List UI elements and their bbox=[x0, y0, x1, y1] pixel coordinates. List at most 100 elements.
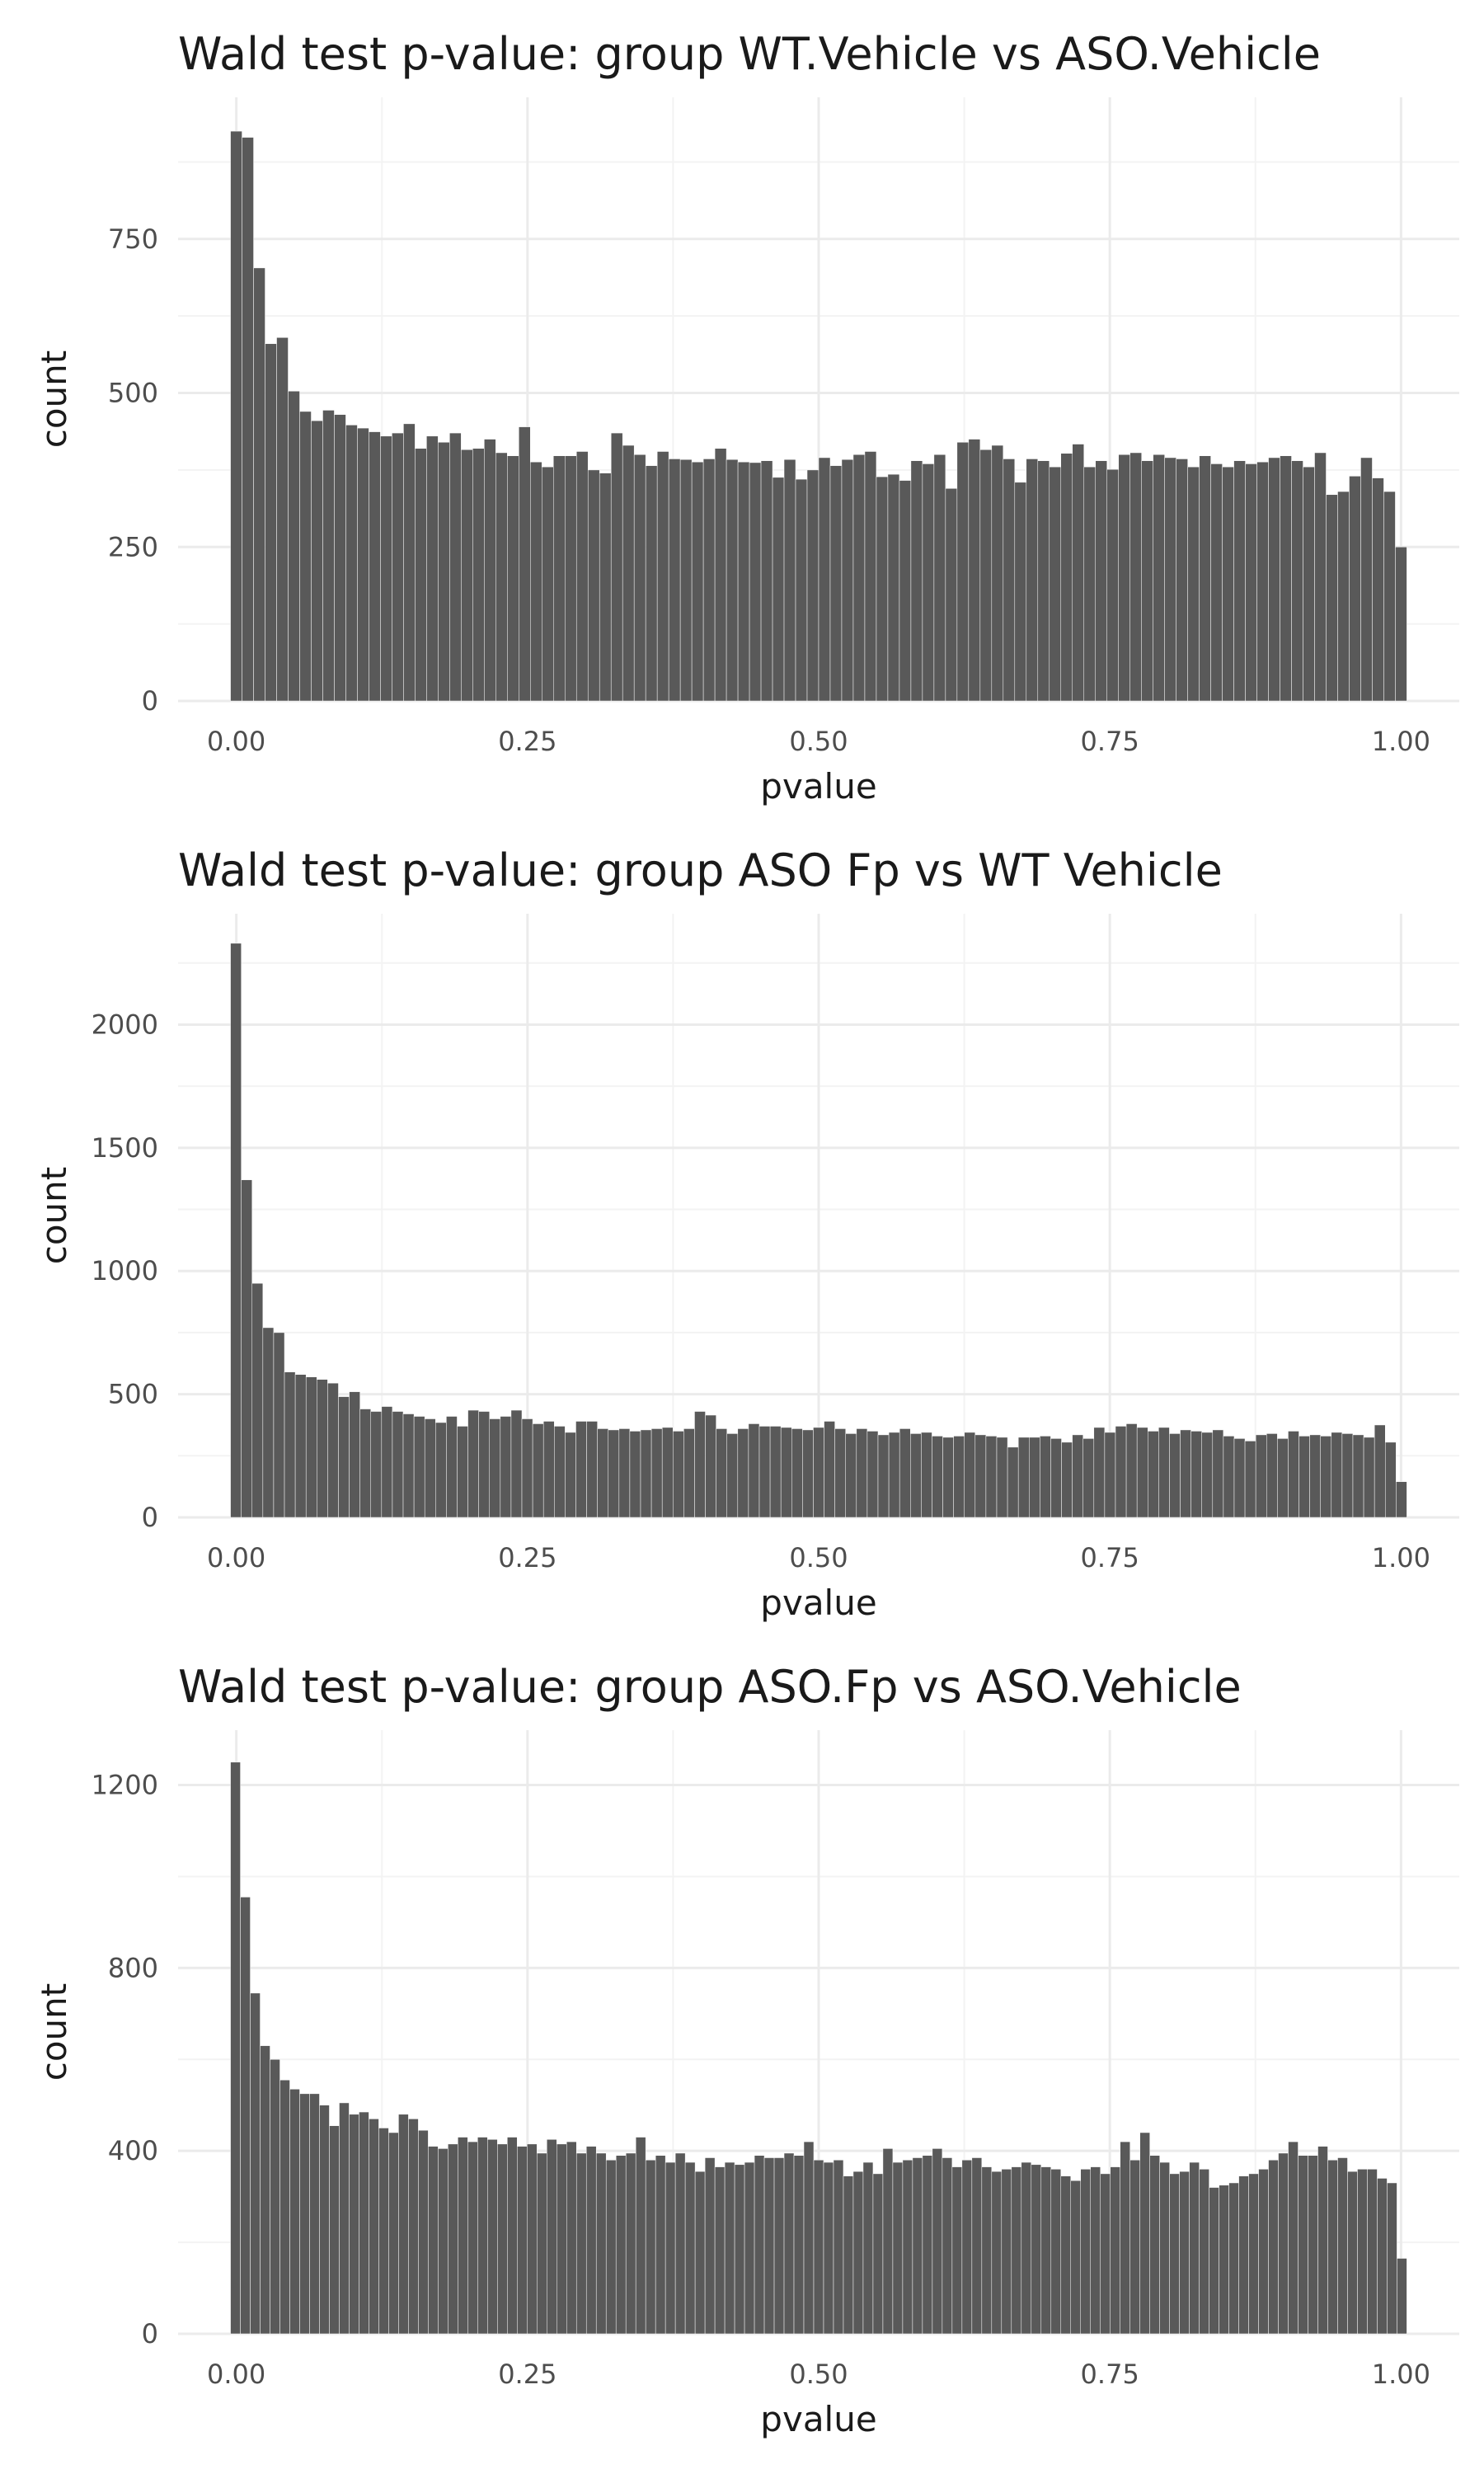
histogram-bar bbox=[392, 432, 404, 702]
histogram-bar bbox=[415, 448, 427, 702]
x-axis-label: pvalue bbox=[760, 1583, 876, 1623]
histogram-bar bbox=[1180, 1429, 1191, 1518]
histogram-bar bbox=[586, 1421, 598, 1518]
histogram-bar bbox=[1190, 1431, 1202, 1518]
histogram-bar bbox=[737, 1428, 749, 1518]
histogram-bar bbox=[359, 1409, 371, 1518]
x-tick-label: 0.75 bbox=[1081, 1542, 1139, 1573]
histogram-bar bbox=[424, 1418, 436, 1518]
histogram-bar bbox=[542, 466, 554, 702]
y-tick-label: 1200 bbox=[92, 1770, 158, 1801]
histogram-bar bbox=[311, 420, 323, 702]
histogram-bar bbox=[500, 1416, 512, 1518]
histogram-bar bbox=[334, 414, 346, 702]
histogram-bar bbox=[1384, 1442, 1397, 1518]
histogram-bar bbox=[1125, 1423, 1138, 1518]
histogram-bar bbox=[230, 130, 242, 702]
histogram-bar bbox=[299, 411, 312, 702]
histogram-bar bbox=[951, 2166, 963, 2335]
histogram-bar bbox=[1187, 466, 1200, 702]
histogram-bar bbox=[1396, 1481, 1407, 1518]
histogram-bar bbox=[656, 451, 669, 702]
histogram-bar bbox=[921, 1432, 932, 1518]
histogram-bar bbox=[783, 459, 796, 702]
histogram-bar bbox=[554, 1426, 566, 1518]
y-axis-label: count bbox=[34, 350, 74, 449]
histogram-bar bbox=[645, 465, 658, 702]
histogram-bar bbox=[795, 478, 808, 702]
histogram-bar bbox=[288, 391, 300, 702]
histogram-bar bbox=[403, 423, 416, 702]
histogram-bar bbox=[942, 1437, 954, 1518]
histogram-bar bbox=[806, 469, 819, 702]
histogram-bar bbox=[899, 1428, 911, 1518]
histogram-bar bbox=[521, 1418, 533, 1518]
y-tick-label: 500 bbox=[108, 1379, 158, 1410]
histogram-bar bbox=[726, 459, 739, 702]
histogram-bar bbox=[1245, 463, 1257, 702]
histogram-bar bbox=[912, 2157, 923, 2335]
histogram-bar bbox=[1014, 482, 1027, 702]
histogram-bar bbox=[426, 435, 439, 702]
histogram-bar bbox=[802, 1429, 814, 1518]
histogram-bar bbox=[1149, 2155, 1160, 2335]
y-tick-label: 400 bbox=[108, 2135, 158, 2166]
x-tick-label: 1.00 bbox=[1372, 1542, 1430, 1573]
histogram-bar bbox=[608, 1429, 620, 1518]
histogram-bar bbox=[1238, 2175, 1249, 2335]
histogram-bar bbox=[1320, 1436, 1332, 1518]
histogram-bar bbox=[1223, 1436, 1235, 1518]
histogram-bar bbox=[1210, 463, 1223, 702]
histogram-bar bbox=[357, 427, 369, 702]
histogram-bar bbox=[694, 2171, 706, 2335]
histogram-bar bbox=[702, 459, 716, 702]
histogram-bar bbox=[408, 2119, 419, 2335]
histogram-bar bbox=[1212, 1429, 1224, 1518]
histogram-bar bbox=[585, 2146, 597, 2335]
histogram-bar bbox=[760, 460, 773, 702]
chart-title: Wald test p-value: group ASO.Fp vs ASO.V… bbox=[178, 1661, 1242, 1713]
histogram-bar bbox=[734, 2164, 745, 2335]
histogram-bar bbox=[1314, 452, 1327, 702]
histogram-bar bbox=[587, 469, 600, 702]
histogram-bar bbox=[1164, 457, 1176, 702]
histogram-bar bbox=[1169, 2173, 1180, 2335]
histogram-bar bbox=[932, 2148, 943, 2335]
histogram-bar bbox=[547, 2139, 557, 2335]
histogram-bar bbox=[349, 2114, 359, 2335]
histogram-bar bbox=[610, 432, 623, 702]
histogram-bar bbox=[319, 2105, 330, 2335]
histogram-bar bbox=[599, 473, 612, 702]
histogram-bar bbox=[242, 137, 254, 702]
histogram-bar bbox=[329, 2125, 340, 2335]
histogram-bar bbox=[289, 2089, 300, 2335]
chart-title: Wald test p-value: group WT.Vehicle vs A… bbox=[178, 28, 1321, 80]
histogram-bar bbox=[1129, 2160, 1140, 2335]
histogram-bar bbox=[829, 465, 843, 702]
histogram-bar bbox=[668, 459, 681, 702]
histogram-bar bbox=[748, 1423, 760, 1518]
histogram-bar bbox=[922, 2155, 933, 2335]
histogram-bar bbox=[866, 1431, 879, 1518]
histogram-bar bbox=[691, 461, 704, 702]
x-axis-label: pvalue bbox=[760, 2399, 876, 2439]
histogram-bar bbox=[448, 2143, 458, 2335]
histogram-bar bbox=[834, 1428, 846, 1518]
histogram-bar bbox=[294, 1374, 307, 1518]
histogram-bar bbox=[665, 2161, 676, 2335]
histogram-bar bbox=[1040, 2166, 1052, 2335]
chart-panel-2: 0.00 0.25 0.50 0.75 1.00 0 500 1000 1500 2000 pval… bbox=[0, 816, 1484, 1633]
x-axis-label: pvalue bbox=[760, 766, 876, 807]
histogram-bar bbox=[714, 448, 727, 702]
histogram-bar bbox=[635, 2137, 646, 2335]
histogram-bar bbox=[1139, 2132, 1150, 2335]
histogram-bar bbox=[1337, 2157, 1348, 2335]
histogram-bar bbox=[1244, 1441, 1256, 1518]
histogram-bar bbox=[910, 1433, 922, 1518]
histogram-bar bbox=[887, 473, 900, 702]
histogram-bar bbox=[1110, 2166, 1120, 2335]
histogram-bar bbox=[758, 1426, 771, 1518]
histogram-bar bbox=[566, 2141, 577, 2335]
histogram-bar bbox=[1228, 2182, 1239, 2335]
histogram-bar bbox=[1199, 2169, 1209, 2335]
